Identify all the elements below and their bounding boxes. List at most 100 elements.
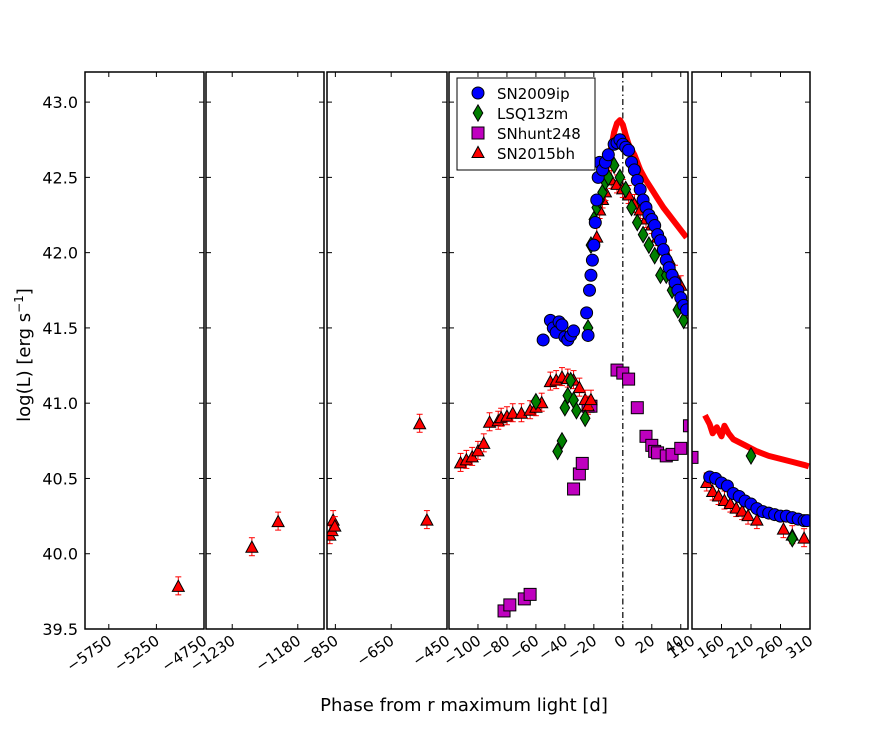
point-sn2009ip	[584, 268, 598, 282]
panel-frame	[84, 71, 205, 630]
panel-3: −850 −650 −450	[298, 71, 453, 670]
panel-4: −100−80−60−40−20 0 20 40	[440, 71, 689, 670]
panel-data	[692, 413, 810, 548]
point-sn2015bh	[705, 484, 720, 498]
model-curve	[602, 117, 688, 240]
legend-marker-triangle	[471, 145, 485, 158]
point-sn2015bh	[271, 514, 285, 528]
point-snhunt248	[682, 419, 688, 433]
y-tick-label: 42.5	[42, 168, 78, 187]
panel-data	[327, 413, 434, 545]
y-tick-label: 41.5	[42, 319, 78, 338]
legend-entry: SN2015bh	[471, 145, 575, 163]
x-tick-label: 20	[632, 632, 658, 658]
panel-1: −5750−5250−4750	[63, 71, 210, 676]
x-tick-label: −1180	[252, 632, 304, 676]
y-tick-label: 43.0	[42, 93, 78, 112]
y-tick-label: 41.0	[42, 394, 78, 413]
legend-marker-square	[471, 126, 485, 140]
point-lsq13zm	[637, 225, 649, 244]
point-sn2009ip	[581, 328, 595, 342]
point-lsq13zm	[552, 442, 564, 461]
point-sn2009ip	[567, 324, 581, 338]
x-tick-label: −5250	[111, 632, 163, 676]
point-sn2015bh	[476, 436, 491, 449]
legend-entry: SN2009ip	[471, 85, 570, 103]
point-sn2009ip	[536, 333, 550, 347]
point-sn2015bh	[327, 518, 342, 532]
x-tick-label: 160	[694, 632, 728, 663]
point-sn2009ip	[588, 216, 602, 230]
point-snhunt248	[622, 372, 636, 386]
model-curve	[702, 413, 810, 470]
y-tick-label: 40.0	[42, 545, 78, 564]
point-lsq13zm	[556, 431, 568, 450]
point-sn2009ip	[590, 193, 604, 207]
legend-entry: SNhunt248	[471, 125, 581, 143]
point-lsq13zm	[626, 198, 637, 217]
point-sn2015bh	[412, 416, 427, 430]
point-sn2015bh	[245, 540, 259, 553]
legend: SN2009ip LSQ13zm SNhunt248 SN2015bh	[456, 77, 596, 171]
point-sn2009ip	[800, 514, 810, 528]
point-lsq13zm	[620, 180, 632, 199]
panel-data	[171, 576, 186, 596]
y-tick-label: 39.5	[42, 620, 78, 639]
point-snhunt248	[630, 401, 644, 415]
y-tick-label: 40.5	[42, 469, 78, 488]
point-sn2009ip	[587, 238, 601, 252]
point-lsq13zm	[614, 168, 626, 187]
panel-frame	[448, 71, 689, 630]
y-axis-label: log(L) [erg s−1]	[12, 288, 35, 422]
panel-data	[453, 72, 688, 629]
panel-frame	[691, 71, 811, 630]
x-tick-label: 210	[724, 632, 758, 663]
x-tick-label: −20	[564, 632, 600, 665]
legend-label: SNhunt248	[497, 125, 581, 143]
point-sn2015bh	[420, 512, 434, 526]
point-sn2015bh	[505, 406, 520, 419]
point-sn2015bh	[711, 488, 726, 502]
panel-frame	[205, 71, 325, 630]
point-lsq13zm	[579, 409, 591, 428]
point-sn2009ip	[555, 318, 569, 332]
point-sn2009ip	[583, 283, 597, 297]
point-lsq13zm	[571, 401, 582, 420]
point-sn2015bh	[723, 496, 738, 510]
point-sn2009ip	[622, 143, 636, 157]
point-sn2009ip	[680, 303, 688, 317]
x-tick-label: 0	[611, 632, 629, 652]
point-snhunt248	[503, 598, 517, 612]
x-tick-label: 310	[783, 632, 817, 663]
point-snhunt248	[523, 587, 537, 601]
point-lsq13zm	[786, 529, 798, 548]
point-lsq13zm	[562, 386, 574, 405]
point-snhunt248	[674, 441, 688, 455]
point-sn2015bh	[741, 508, 755, 522]
legend-entry: LSQ13zm	[472, 103, 568, 123]
point-snhunt248	[692, 450, 699, 464]
point-snhunt248	[567, 482, 581, 496]
point-lsq13zm	[643, 236, 655, 255]
point-lsq13zm	[565, 371, 577, 390]
legend-label: SN2015bh	[497, 145, 575, 163]
legend-label: LSQ13zm	[497, 105, 568, 123]
point-lsq13zm	[745, 446, 757, 465]
point-sn2015bh	[735, 503, 749, 517]
point-sn2015bh	[584, 392, 598, 406]
x-tick-label: −850	[298, 632, 342, 670]
panel-2: −1230 −1180	[187, 71, 325, 676]
point-sn2015bh	[797, 531, 810, 544]
point-sn2015bh	[776, 521, 791, 535]
point-sn2015bh	[750, 512, 764, 526]
point-sn2009ip	[601, 148, 615, 162]
panel-frame	[326, 71, 448, 630]
legend-marker-circle	[471, 86, 485, 100]
point-sn2009ip	[585, 253, 599, 267]
point-snhunt248	[575, 456, 589, 470]
x-axis-label: Phase from r maximum light [d]	[320, 695, 608, 716]
x-tick-label: −650	[353, 632, 397, 670]
point-lsq13zm	[559, 398, 571, 417]
x-tick-label: 260	[753, 632, 787, 663]
